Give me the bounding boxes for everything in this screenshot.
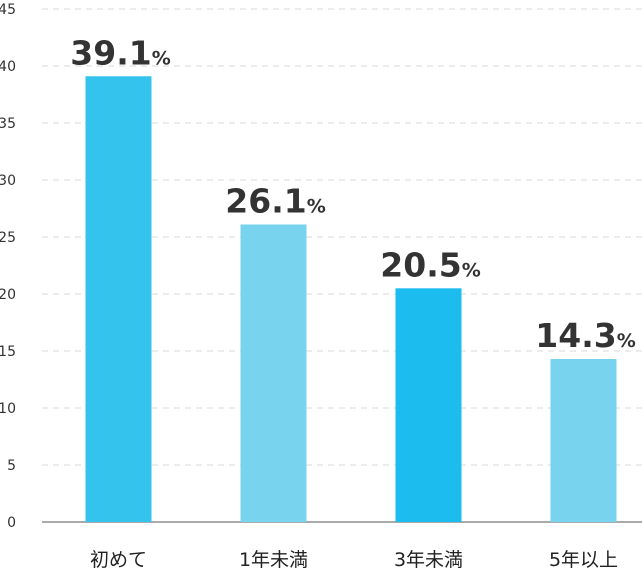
y-tick-label: 25 [0,230,16,246]
bar [395,288,462,522]
data-label-unit: % [307,195,326,217]
data-label-value: 26.1 [225,181,306,220]
x-tick-label: 3年未満 [394,549,463,571]
y-tick-label: 15 [0,344,16,360]
bar [240,224,307,522]
y-tick-label: 30 [0,173,16,189]
data-label: 14.3% [535,316,635,355]
y-tick-label: 5 [7,458,16,474]
x-tick-label: 初めて [90,549,147,571]
data-label: 39.1% [70,33,170,72]
x-tick-label: 1年未満 [239,549,308,571]
data-label-unit: % [152,47,171,69]
data-label-unit: % [617,330,636,352]
data-label-value: 14.3 [535,316,616,355]
data-label-value: 20.5 [380,245,461,284]
y-tick-label: 0 [7,515,16,531]
y-tick-label: 40 [0,59,16,75]
y-tick-label: 45 [0,2,16,18]
data-label: 26.1% [225,181,325,220]
data-label-value: 39.1 [70,33,151,72]
y-tick-label: 35 [0,116,16,132]
x-tick-label: 5年以上 [549,549,618,571]
bar [550,358,617,522]
y-tick-label: 20 [0,287,16,303]
data-label: 20.5% [380,245,480,284]
y-tick-label: 10 [0,401,16,417]
bar [85,76,152,522]
data-label-unit: % [462,259,481,281]
